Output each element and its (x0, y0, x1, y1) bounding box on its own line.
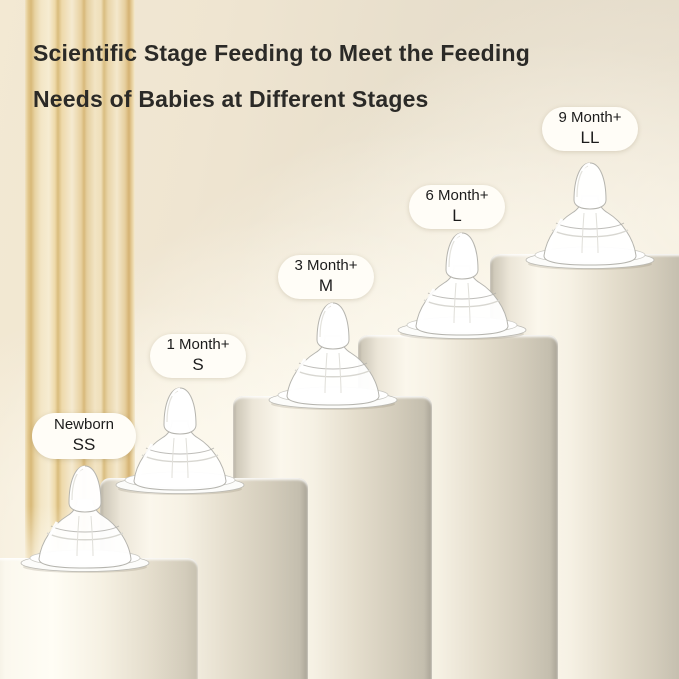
stage-label-age: 1 Month+ (166, 336, 230, 354)
stage-label-age: 3 Month+ (294, 257, 358, 275)
stage-label-size: L (452, 205, 462, 225)
page-title-line1: Scientific Stage Feeding to Meet the Fee… (33, 40, 530, 66)
pedestal-1 (0, 558, 198, 679)
stage-label-1-month-s: 1 Month+ S (150, 334, 246, 378)
stage-label-9-month-ll: 9 Month+ LL (542, 107, 638, 151)
stage-label-size: LL (580, 127, 600, 147)
page-title-line2: Needs of Babies at Different Stages (33, 86, 429, 112)
stage-label-size: SS (72, 434, 96, 454)
stage-label-age: 9 Month+ (558, 109, 622, 127)
stage-label-size: M (318, 275, 334, 295)
stage-label-age: Newborn (53, 416, 115, 434)
nipple-6-month-l (396, 231, 528, 342)
page-title: Scientific Stage Feeding to Meet the Fee… (33, 30, 593, 122)
stage-label-size: S (192, 354, 204, 374)
nipple-3-month-m (267, 301, 399, 412)
stage-label-newborn-ss: Newborn SS (32, 413, 136, 459)
nipple-newborn-ss (19, 464, 151, 575)
stage-label-3-month-m: 3 Month+ M (278, 255, 374, 299)
nipple-9-month-ll (524, 161, 656, 272)
stage-label-age: 6 Month+ (425, 187, 489, 205)
stage-label-6-month-l: 6 Month+ L (409, 185, 505, 229)
